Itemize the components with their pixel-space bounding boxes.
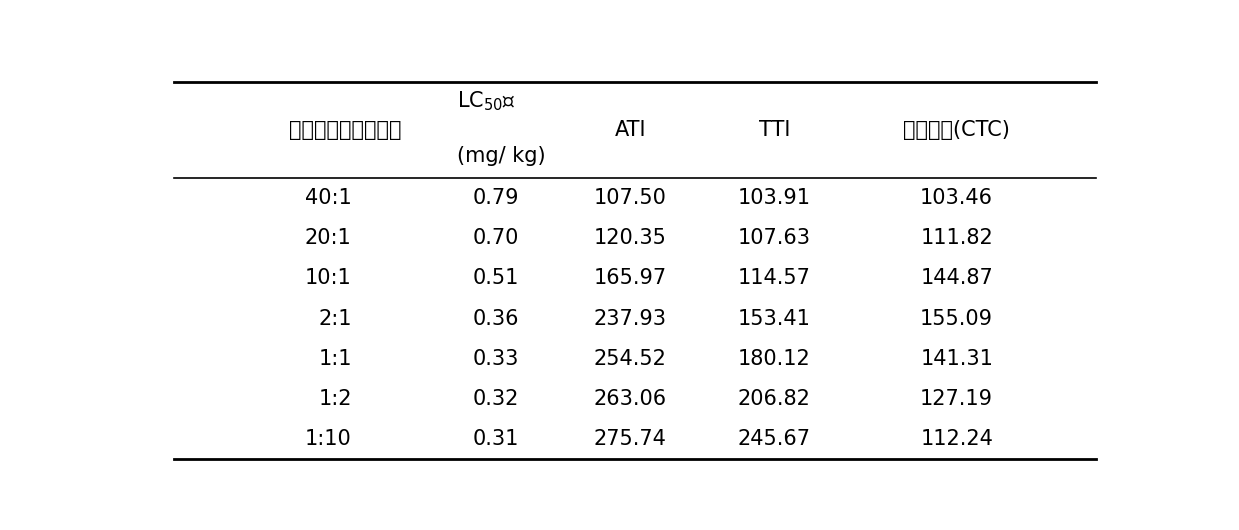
- Text: 263.06: 263.06: [593, 389, 667, 409]
- Text: 1:2: 1:2: [318, 389, 352, 409]
- Text: 0.31: 0.31: [472, 429, 519, 449]
- Text: 254.52: 254.52: [593, 349, 667, 369]
- Text: 2:1: 2:1: [318, 308, 352, 329]
- Text: 144.87: 144.87: [921, 268, 992, 288]
- Text: 107.50: 107.50: [593, 188, 667, 208]
- Text: 237.93: 237.93: [593, 308, 667, 329]
- Text: 40:1: 40:1: [305, 188, 352, 208]
- Text: 0.32: 0.32: [472, 389, 519, 409]
- Text: 120.35: 120.35: [593, 228, 667, 248]
- Text: 155.09: 155.09: [921, 308, 994, 329]
- Text: 0.36: 0.36: [472, 308, 519, 329]
- Text: 141.31: 141.31: [921, 349, 994, 369]
- Text: 245.67: 245.67: [737, 429, 810, 449]
- Text: 三氟苯嘧啶：苦参碱: 三氟苯嘧啶：苦参碱: [290, 120, 401, 140]
- Text: 206.82: 206.82: [737, 389, 810, 409]
- Text: ATI: ATI: [615, 120, 646, 140]
- Text: (mg/ kg): (mg/ kg): [457, 146, 546, 166]
- Text: 114.57: 114.57: [737, 268, 810, 288]
- Text: 165.97: 165.97: [593, 268, 667, 288]
- Text: 10:1: 10:1: [305, 268, 352, 288]
- Text: LC$_{50}$值: LC$_{50}$值: [457, 90, 515, 113]
- Text: 1:10: 1:10: [305, 429, 352, 449]
- Text: 107.63: 107.63: [737, 228, 810, 248]
- Text: 112.24: 112.24: [921, 429, 994, 449]
- Text: 0.33: 0.33: [472, 349, 519, 369]
- Text: 275.74: 275.74: [593, 429, 667, 449]
- Text: 111.82: 111.82: [921, 228, 992, 248]
- Text: 0.79: 0.79: [472, 188, 519, 208]
- Text: 共毒系数(CTC): 共毒系数(CTC): [903, 120, 1010, 140]
- Text: TTI: TTI: [758, 120, 790, 140]
- Text: 0.51: 0.51: [472, 268, 519, 288]
- Text: 127.19: 127.19: [921, 389, 994, 409]
- Text: 153.41: 153.41: [737, 308, 810, 329]
- Text: 103.91: 103.91: [737, 188, 810, 208]
- Text: 1:1: 1:1: [318, 349, 352, 369]
- Text: 0.70: 0.70: [472, 228, 519, 248]
- Text: 103.46: 103.46: [921, 188, 994, 208]
- Text: 20:1: 20:1: [305, 228, 352, 248]
- Text: 180.12: 180.12: [738, 349, 810, 369]
